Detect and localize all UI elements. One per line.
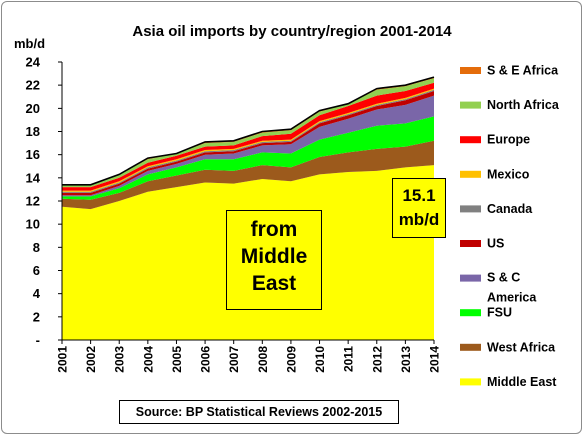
y-tick-label: 16 xyxy=(26,147,40,162)
legend-label-fsu: FSU xyxy=(487,306,512,320)
x-tick-label: 2010 xyxy=(313,346,327,373)
y-tick-label: 24 xyxy=(26,55,41,70)
legend-swatch-fsu xyxy=(460,309,481,317)
y-tick-label: - xyxy=(36,333,40,348)
x-tick-label: 2014 xyxy=(428,346,442,373)
y-axis-label: mb/d xyxy=(14,36,45,51)
area-north-africa xyxy=(62,78,434,188)
annotation-line: East xyxy=(251,272,297,295)
y-tick-label: 8 xyxy=(33,240,40,255)
legend-label-middle-east: Middle East xyxy=(487,375,557,389)
y-tick-label: 10 xyxy=(26,217,40,232)
x-tick-label: 2001 xyxy=(56,346,70,373)
x-tick-label: 2006 xyxy=(199,346,213,373)
x-tick-label: 2003 xyxy=(113,346,127,373)
y-tick-label: 22 xyxy=(26,78,40,93)
y-tick-label: 2 xyxy=(33,309,40,324)
legend-swatch-north-africa xyxy=(460,101,481,109)
x-tick-label: 2002 xyxy=(84,346,98,373)
area-s-c-america xyxy=(62,95,434,197)
y-tick-label: 18 xyxy=(26,124,40,139)
x-tick-label: 2013 xyxy=(399,346,413,373)
legend-label-s-c-america-cont: America xyxy=(487,291,537,305)
x-tick-label: 2012 xyxy=(370,346,384,373)
x-tick-label: 2004 xyxy=(141,346,155,373)
y-tick-label: 20 xyxy=(26,101,40,116)
annotation-line: Middle xyxy=(240,245,308,268)
legend-swatch-middle-east xyxy=(460,378,481,386)
legend-label-north-africa: North Africa xyxy=(487,98,560,112)
y-tick-label: 14 xyxy=(26,170,41,185)
x-tick-label: 2005 xyxy=(170,346,184,373)
legend-label-s-e-africa: S & E Africa xyxy=(487,64,559,78)
legend-label-us: US xyxy=(487,237,504,251)
x-tick-label: 2008 xyxy=(256,346,270,373)
area-fsu xyxy=(62,116,434,200)
legend-swatch-mexico xyxy=(460,170,481,178)
x-tick-label: 2011 xyxy=(342,346,356,372)
y-tick-label: 4 xyxy=(33,286,41,301)
source-note: Source: BP Statistical Reviews 2002-2015 xyxy=(119,400,399,424)
y-tick-label: 12 xyxy=(26,194,40,209)
legend-label-s-c-america: S & C xyxy=(487,271,520,285)
annotation-line: 15.1 xyxy=(402,186,436,205)
area-europe xyxy=(62,82,434,191)
middle-east-annotation: from Middle East xyxy=(226,210,322,310)
legend: S & E Africa North Africa Europe Mexico Cana… xyxy=(460,64,560,389)
legend-swatch-west-africa xyxy=(460,343,481,351)
annotation-line: from xyxy=(250,218,298,241)
area-west-africa xyxy=(62,140,434,210)
x-tick-label: 2009 xyxy=(284,346,298,373)
stack-outline xyxy=(62,76,435,186)
legend-swatch-us xyxy=(460,240,481,247)
y-tick-label: 6 xyxy=(33,263,40,278)
legend-swatch-europe xyxy=(460,136,481,144)
legend-label-west-africa: West Africa xyxy=(487,340,556,354)
legend-label-mexico: Mexico xyxy=(487,167,530,181)
value-annotation: 15.1 mb/d xyxy=(392,178,446,238)
legend-swatch-canada xyxy=(460,205,481,213)
legend-swatch-s-e-africa xyxy=(460,67,481,74)
annotation-line: mb/d xyxy=(398,210,440,229)
chart-title: Asia oil imports by country/region 2001-… xyxy=(132,23,452,40)
legend-label-europe: Europe xyxy=(487,133,530,147)
legend-swatch-s-c-america xyxy=(460,274,481,282)
legend-label-canada: Canada xyxy=(487,202,533,216)
x-tick-label: 2007 xyxy=(227,346,241,373)
